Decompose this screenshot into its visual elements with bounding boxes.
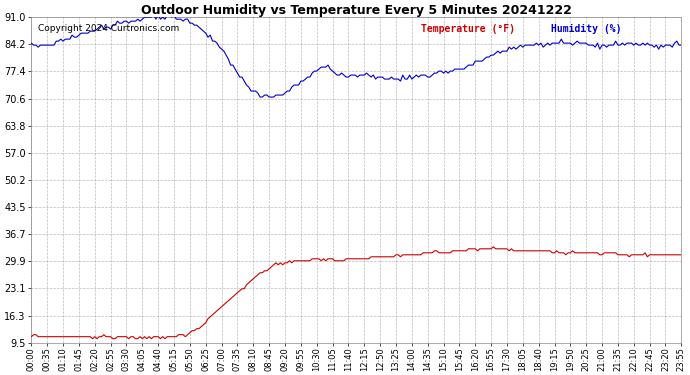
- Text: Copyright 2024 Curtronics.com: Copyright 2024 Curtronics.com: [38, 24, 179, 33]
- Title: Outdoor Humidity vs Temperature Every 5 Minutes 20241222: Outdoor Humidity vs Temperature Every 5 …: [141, 4, 572, 17]
- Text: Humidity (%): Humidity (%): [551, 24, 622, 34]
- Text: Temperature (°F): Temperature (°F): [422, 24, 515, 34]
